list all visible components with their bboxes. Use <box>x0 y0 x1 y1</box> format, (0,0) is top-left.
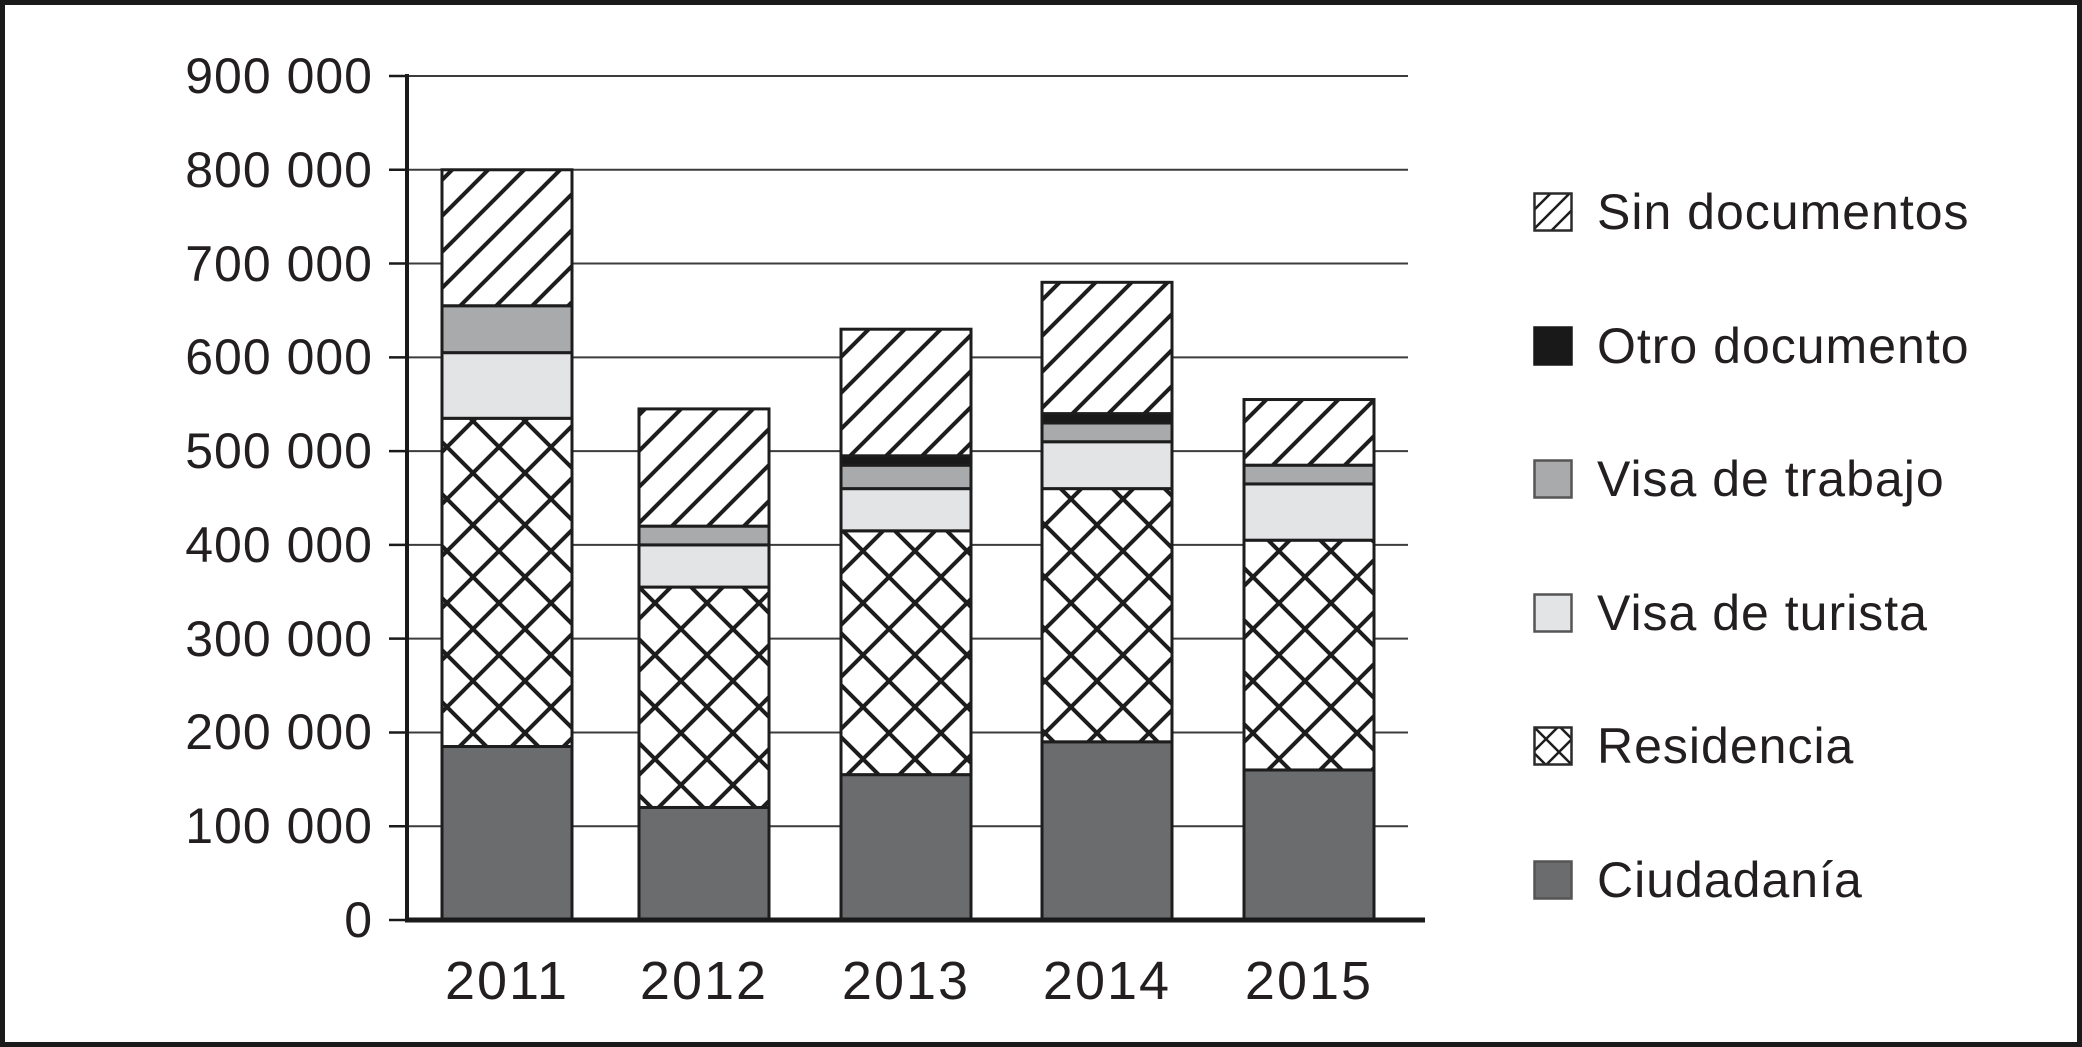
legend-item-visa-de-turista: Visa de turista <box>1533 585 1928 641</box>
segment-2013-sin-documentos <box>839 327 973 458</box>
x-tick-label-2013: 2013 <box>841 951 971 1011</box>
segment-2015-ciudadania <box>1242 768 1376 922</box>
legend-item-otro-documento: Otro documento <box>1533 318 1970 374</box>
segment-2014-visa-de-trabajo <box>1040 421 1174 444</box>
legend-swatch-ciudadania <box>1533 860 1573 900</box>
bar-2011 <box>440 168 574 922</box>
segment-2012-visa-de-trabajo <box>637 524 771 547</box>
y-tick-label: 600 000 <box>185 329 373 386</box>
segment-2011-ciudadania <box>440 745 574 922</box>
y-tick-label: 300 000 <box>185 610 373 667</box>
segment-2011-visa-de-turista <box>440 351 574 420</box>
legend-swatch-rect <box>1533 459 1573 499</box>
y-tick-label: 100 000 <box>185 798 373 855</box>
x-tick-label-2012: 2012 <box>639 951 769 1011</box>
segment-2011-visa-de-trabajo <box>440 304 574 355</box>
bars <box>440 168 1376 922</box>
y-tick-label: 700 000 <box>185 235 373 292</box>
segment-2015-visa-de-trabajo <box>1242 463 1376 486</box>
bar-2012 <box>637 407 771 922</box>
legend-item-visa-de-trabajo: Visa de trabajo <box>1533 451 1945 507</box>
legend-swatch-rect <box>1533 325 1573 366</box>
y-tick-label: 900 000 <box>185 48 373 104</box>
legend-swatch-rect <box>1533 860 1573 900</box>
legend-label: Visa de turista <box>1597 584 1928 641</box>
segment-2012-ciudadania <box>637 805 771 922</box>
segment-2012-visa-de-turista <box>637 543 771 589</box>
segment-2015-residencia <box>1242 538 1376 772</box>
segment-2014-sin-documentos <box>1040 280 1174 416</box>
legend-label: Sin documentos <box>1597 184 1970 240</box>
legend-swatch-visa-de-trabajo <box>1533 459 1573 499</box>
y-tick-label: 500 000 <box>185 423 373 480</box>
segment-2015-sin-documentos <box>1242 398 1376 467</box>
x-tick-label-2015: 2015 <box>1244 951 1374 1011</box>
legend-swatch-rect <box>1533 726 1573 767</box>
segment-2012-sin-documentos <box>637 407 771 528</box>
legend-swatch-sin-documentos-pattern <box>1533 192 1573 232</box>
y-tick-label: 200 000 <box>185 704 373 761</box>
legend-item-ciudadania: Ciudadanía <box>1533 852 1863 908</box>
legend-label: Ciudadanía <box>1597 852 1863 908</box>
segment-2011-sin-documentos <box>440 168 574 308</box>
stacked-bar-chart <box>389 74 1425 923</box>
legend-swatch-rect <box>1533 593 1573 633</box>
bar-2015 <box>1242 398 1376 922</box>
legend-item-residencia: Residencia <box>1533 718 1854 774</box>
bar-2014 <box>1040 280 1174 922</box>
legend-item-sin-documentos: Sin documentos <box>1533 184 1970 240</box>
legend-label: Otro documento <box>1597 317 1970 374</box>
legend-label: Visa de trabajo <box>1597 451 1945 508</box>
segment-2013-residencia <box>839 529 973 777</box>
segment-2014-ciudadania <box>1040 740 1174 922</box>
segment-2015-visa-de-turista <box>1242 482 1376 542</box>
segment-2013-visa-de-turista <box>839 487 973 533</box>
legend-swatch-residencia-pattern <box>1533 726 1573 767</box>
segment-2014-visa-de-turista <box>1040 440 1174 491</box>
segment-2013-visa-de-trabajo <box>839 463 973 491</box>
x-tick-label-2014: 2014 <box>1042 951 1172 1011</box>
segment-2013-ciudadania <box>839 773 973 922</box>
legend-swatch-rect <box>1533 192 1573 232</box>
segment-2011-residencia <box>440 416 574 749</box>
legend-swatch-visa-de-turista <box>1533 593 1573 633</box>
y-tick-label: 800 000 <box>185 141 373 198</box>
legend-label: Residencia <box>1597 718 1855 775</box>
x-tick-label-2011: 2011 <box>444 951 570 1011</box>
y-tick-label: 0 <box>344 892 373 948</box>
segment-2012-residencia <box>637 585 771 809</box>
y-tick-label: 400 000 <box>185 516 373 573</box>
bar-2013 <box>839 327 973 922</box>
legend-swatch-otro-documento <box>1533 325 1573 366</box>
segment-2014-residencia <box>1040 487 1174 744</box>
